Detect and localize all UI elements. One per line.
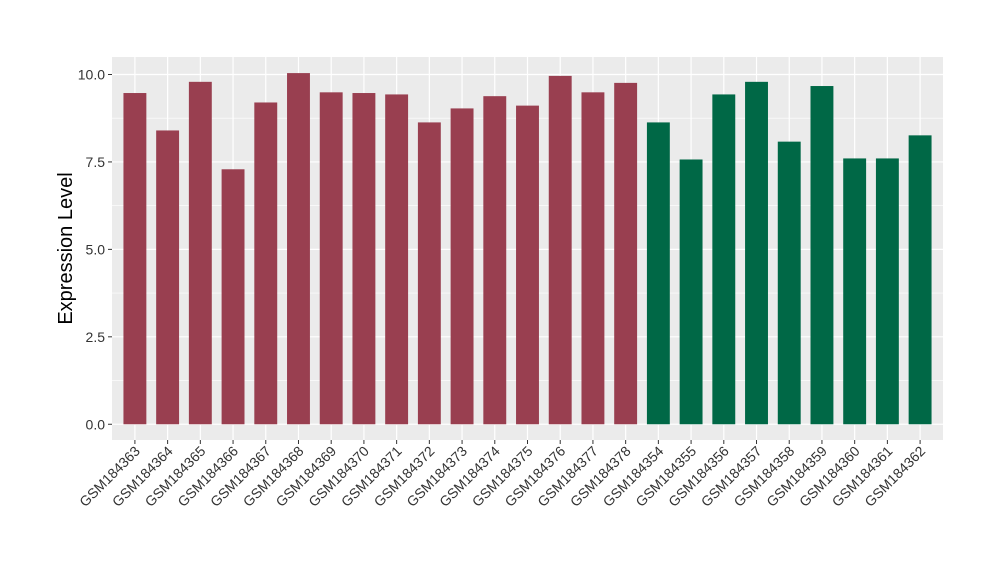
- y-tick-label: 7.5: [86, 154, 106, 170]
- bar-GSM184362: [908, 135, 932, 425]
- bar-GSM184376: [548, 75, 572, 425]
- bar-GSM184360: [843, 158, 867, 425]
- bar-GSM184374: [483, 96, 507, 425]
- bar-GSM184355: [679, 159, 703, 425]
- bar-GSM184364: [156, 130, 180, 425]
- bars: [123, 73, 932, 425]
- x-axis: GSM184363GSM184364GSM184365GSM184366GSM1…: [76, 440, 928, 510]
- bar-GSM184372: [417, 122, 441, 425]
- bar-GSM184365: [188, 81, 212, 425]
- bar-GSM184377: [581, 92, 605, 425]
- bar-GSM184359: [810, 86, 834, 425]
- bar-GSM184361: [875, 158, 899, 425]
- bar-GSM184356: [712, 94, 736, 425]
- y-axis-title: Expression Level: [55, 172, 77, 324]
- y-tick-label: 2.5: [86, 329, 106, 345]
- bar-GSM184363: [123, 93, 147, 425]
- bar-GSM184370: [352, 93, 376, 425]
- y-axis: 0.0 2.5 5.0 7.5 10.0: [78, 66, 112, 432]
- bar-GSM184367: [254, 102, 278, 425]
- y-tick-label: 5.0: [86, 241, 106, 257]
- bar-GSM184357: [745, 81, 768, 425]
- bar-GSM184369: [319, 92, 343, 425]
- bar-GSM184354: [646, 122, 670, 425]
- bar-GSM184358: [777, 141, 801, 425]
- bar-GSM184368: [287, 73, 310, 425]
- bar-GSM184378: [614, 82, 638, 425]
- bar-GSM184375: [516, 105, 539, 425]
- y-tick-label: 0.0: [86, 416, 106, 432]
- bar-GSM184366: [221, 169, 245, 425]
- bar-GSM184373: [450, 108, 474, 425]
- bar-GSM184371: [385, 94, 409, 425]
- y-tick-label: 10.0: [78, 66, 105, 82]
